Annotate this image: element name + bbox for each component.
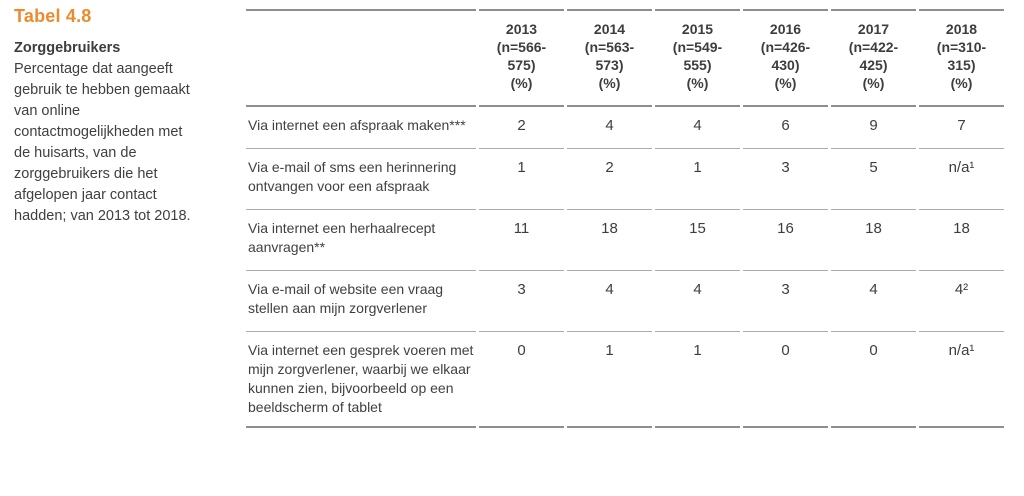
cell-value: 1 [655, 332, 740, 428]
cell-value: 6 [743, 107, 828, 149]
cell-value: 18 [567, 210, 652, 271]
table-row: Via internet een herhaalrecept aanvragen… [246, 210, 1004, 271]
col-header-unit: (%) [686, 75, 709, 91]
cell-value: 16 [743, 210, 828, 271]
row-label: Via internet een herhaalrecept aanvragen… [246, 210, 476, 271]
table-subtitle: Zorggebruikers [14, 40, 121, 56]
col-header-2018: 2018 (n=310- 315) (%) [919, 9, 1004, 107]
cell-value: 18 [919, 210, 1004, 271]
cell-value: 15 [655, 210, 740, 271]
col-header-unit: (%) [862, 75, 885, 91]
col-header-n: (n=310- [936, 39, 987, 55]
cell-value: 18 [831, 210, 916, 271]
col-header-year: 2017 [857, 21, 890, 37]
row-label: Via e-mail of sms een herinnering ontvan… [246, 149, 476, 210]
col-header-year: 2016 [769, 21, 802, 37]
cell-value: 3 [479, 271, 564, 332]
cell-value: 2 [567, 149, 652, 210]
cell-value: 9 [831, 107, 916, 149]
table-row: Via e-mail of sms een herinnering ontvan… [246, 149, 1004, 210]
cell-value: 4 [567, 271, 652, 332]
table-row: Via internet een gesprek voeren met mijn… [246, 332, 1004, 428]
col-header-year: 2013 [505, 21, 538, 37]
col-header-unit: (%) [598, 75, 621, 91]
header-row: 2013 (n=566- 575) (%) 2014 (n=563- 573) … [246, 9, 1004, 107]
col-header-n: 425) [859, 57, 888, 73]
cell-value: 0 [831, 332, 916, 428]
col-header-year: 2015 [681, 21, 714, 37]
cell-value: 11 [479, 210, 564, 271]
col-header-2017: 2017 (n=422- 425) (%) [831, 9, 916, 107]
table-description: Percentage dat aangeeft gebruik te hebbe… [14, 61, 191, 224]
row-label: Via e-mail of website een vraag stellen … [246, 271, 476, 332]
cell-value: 0 [479, 332, 564, 428]
col-header-n: (n=549- [672, 39, 723, 55]
cell-value: 4² [919, 271, 1004, 332]
data-table: 2013 (n=566- 575) (%) 2014 (n=563- 573) … [243, 9, 1007, 428]
col-header-n: 315) [947, 57, 976, 73]
col-header-n: 430) [771, 57, 800, 73]
col-header-unit: (%) [510, 75, 533, 91]
sidebar: Tabel 4.8 Zorggebruikers Percentage dat … [14, 6, 199, 227]
cell-value: 3 [743, 149, 828, 210]
col-header-2015: 2015 (n=549- 555) (%) [655, 9, 740, 107]
col-header-n: 555) [683, 57, 712, 73]
col-header-2014: 2014 (n=563- 573) (%) [567, 9, 652, 107]
cell-value: n/a¹ [919, 332, 1004, 428]
table-row: Via e-mail of website een vraag stellen … [246, 271, 1004, 332]
col-header-n: 573) [595, 57, 624, 73]
col-header-n: (n=426- [760, 39, 811, 55]
cell-value: 1 [655, 149, 740, 210]
col-header-unit: (%) [950, 75, 973, 91]
cell-value: 4 [831, 271, 916, 332]
cell-value: 4 [567, 107, 652, 149]
cell-value: 4 [655, 107, 740, 149]
col-header-2016: 2016 (n=426- 430) (%) [743, 9, 828, 107]
cell-value: 5 [831, 149, 916, 210]
col-header-year: 2014 [593, 21, 626, 37]
col-header-n: (n=566- [496, 39, 547, 55]
cell-value: 4 [655, 271, 740, 332]
row-label: Via internet een gesprek voeren met mijn… [246, 332, 476, 428]
col-header-unit: (%) [774, 75, 797, 91]
cell-value: 7 [919, 107, 1004, 149]
cell-value: 3 [743, 271, 828, 332]
col-header-n: (n=422- [848, 39, 899, 55]
data-table-container: 2013 (n=566- 575) (%) 2014 (n=563- 573) … [243, 9, 1005, 428]
col-header-n: (n=563- [584, 39, 635, 55]
table-number-title: Tabel 4.8 [14, 6, 92, 26]
table-row: Via internet een afspraak maken*** 2 4 4… [246, 107, 1004, 149]
cell-value: 0 [743, 332, 828, 428]
cell-value: n/a¹ [919, 149, 1004, 210]
col-header-n: 575) [507, 57, 536, 73]
cell-value: 1 [479, 149, 564, 210]
cell-value: 1 [567, 332, 652, 428]
header-empty-cell [246, 9, 476, 107]
col-header-year: 2018 [945, 21, 978, 37]
col-header-2013: 2013 (n=566- 575) (%) [479, 9, 564, 107]
cell-value: 2 [479, 107, 564, 149]
row-label: Via internet een afspraak maken*** [246, 107, 476, 149]
